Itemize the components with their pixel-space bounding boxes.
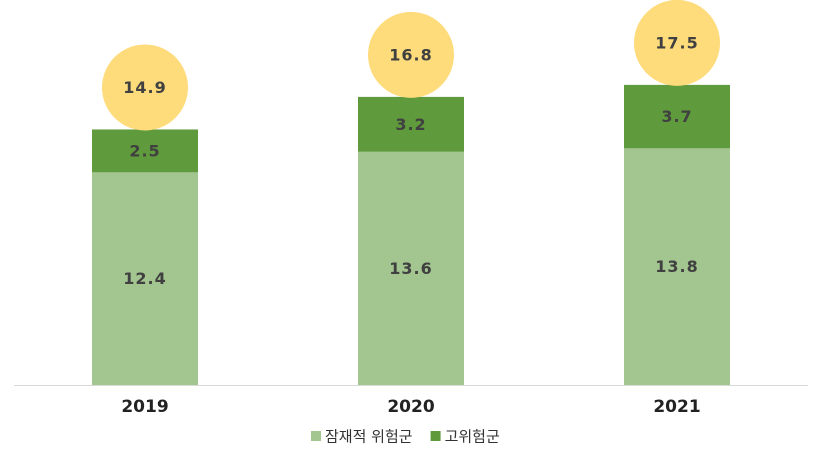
bar-segment	[624, 148, 730, 385]
bar-segment	[358, 96, 464, 152]
data-label: 3.2	[395, 115, 426, 134]
total-label: 14.9	[123, 78, 166, 97]
legend-swatch	[430, 431, 441, 441]
total-bubble	[634, 0, 720, 86]
data-label: 13.6	[389, 259, 432, 278]
legend-swatch	[311, 431, 321, 441]
legend-label: 잠재적 위험군	[325, 428, 413, 446]
legend-label: 고위험군	[445, 428, 500, 446]
total-bubble	[368, 11, 454, 98]
data-label: 2.5	[129, 141, 160, 160]
data-label: 12.4	[123, 269, 166, 288]
bar-segment	[92, 129, 198, 173]
bar-segment	[92, 172, 198, 385]
total-bubble	[102, 44, 188, 131]
x-tick-label: 2021	[653, 397, 700, 417]
data-label: 3.7	[661, 107, 692, 126]
total-label: 17.5	[655, 33, 698, 52]
bar-segment	[624, 84, 730, 149]
x-tick-label: 2019	[121, 397, 168, 417]
data-label: 13.8	[655, 257, 698, 276]
bar-segment	[358, 151, 464, 385]
x-tick-label: 2020	[387, 397, 434, 417]
total-label: 16.8	[389, 45, 432, 64]
